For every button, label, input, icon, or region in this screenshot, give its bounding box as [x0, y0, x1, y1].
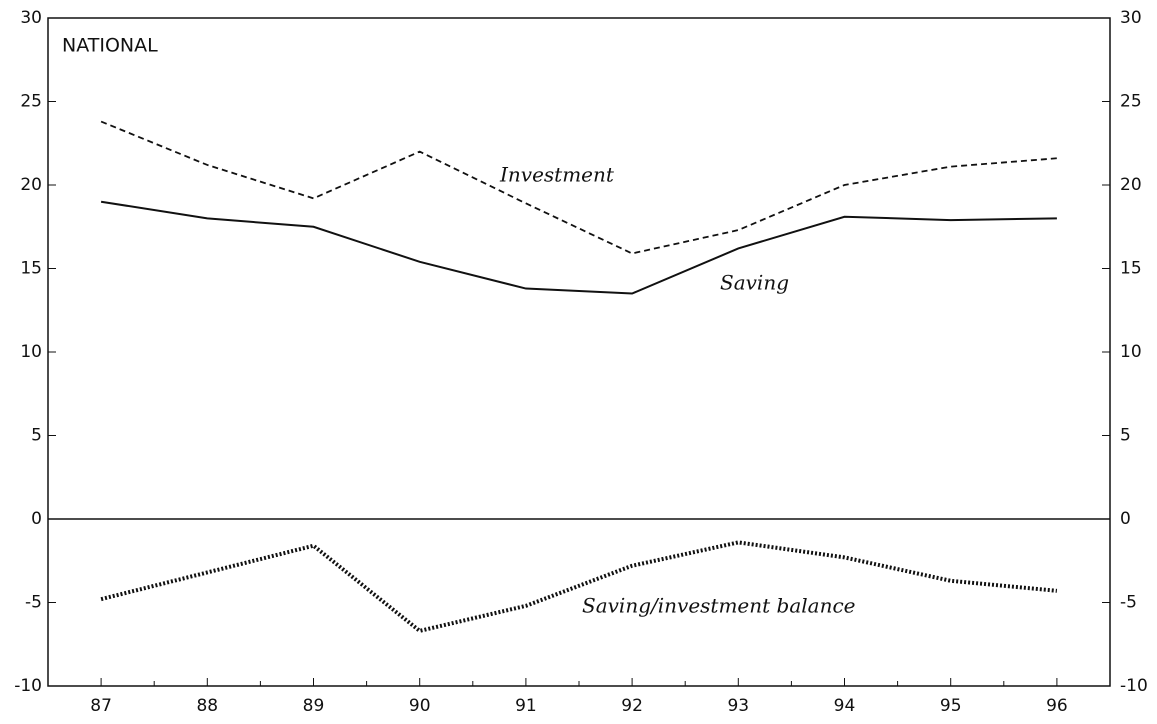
x-tick-label: 89 [303, 696, 325, 716]
x-tick-label: 88 [196, 696, 218, 716]
y2-tick-label: -5 [1120, 593, 1137, 613]
y-tick-label: 5 [31, 426, 42, 446]
y-tick-label: -5 [25, 593, 42, 613]
y-tick-label: 25 [20, 92, 42, 112]
y2-tick-label: 10 [1120, 342, 1142, 362]
series-line [100, 120, 1057, 255]
y2-tick-label: 25 [1120, 92, 1142, 112]
x-tick-label: 92 [621, 696, 643, 716]
y-tick-label: 30 [20, 8, 42, 28]
y2-tick-label: 15 [1120, 259, 1142, 279]
annotation: Saving [720, 271, 789, 295]
y-tick-label: 15 [20, 259, 42, 279]
annotation: Saving/investment balance [582, 594, 856, 618]
y2-tick-label: 5 [1120, 426, 1131, 446]
series-line [100, 200, 1057, 295]
x-tick-label: 87 [90, 696, 112, 716]
x-tick-label: 94 [834, 696, 856, 716]
x-tick-label: 95 [940, 696, 962, 716]
y2-tick-label: -10 [1120, 676, 1148, 696]
y2-tick-label: 20 [1120, 175, 1142, 195]
y-tick-label: -10 [14, 676, 42, 696]
y-tick-label: 20 [20, 175, 42, 195]
y2-tick-label: 0 [1120, 509, 1131, 529]
x-tick-label: 96 [1046, 696, 1068, 716]
y-tick-label: 0 [31, 509, 42, 529]
x-tick-label: 93 [727, 696, 749, 716]
series-line [100, 540, 1058, 634]
x-tick-label: 91 [515, 696, 537, 716]
y-tick-label: 10 [20, 342, 42, 362]
x-tick-label: 90 [409, 696, 431, 716]
annotation: Investment [499, 163, 615, 187]
y2-tick-label: 30 [1120, 8, 1142, 28]
annotation: NATIONAL [62, 35, 158, 57]
